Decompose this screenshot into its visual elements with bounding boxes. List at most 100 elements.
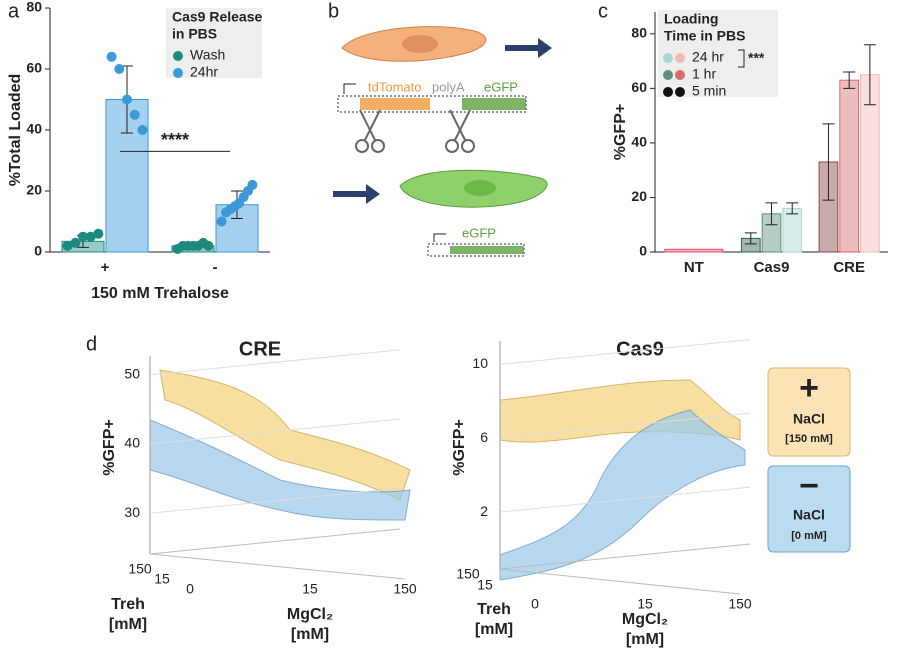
y-axis-label: Treh (477, 601, 511, 618)
legend-box (767, 465, 851, 553)
y-tick-label: 80 (631, 25, 647, 41)
nacl-legend: + NaCl [150 mM] − NaCl [0 mM] (767, 367, 851, 553)
x-tick-label: NT (684, 259, 704, 276)
chart-title: CRE (239, 338, 281, 360)
surface (159, 369, 411, 501)
x-tick-label: 15 (302, 581, 318, 597)
grid-line (499, 486, 751, 513)
z-tick-label: 10 (472, 355, 488, 371)
grid-line (149, 487, 401, 514)
y-axis-label: Treh (111, 596, 145, 613)
x-tick-label: - (213, 259, 218, 276)
surface (149, 419, 411, 521)
chart-title: Cas9 (616, 338, 664, 360)
y-tick-label: 60 (631, 79, 647, 95)
legend-label: 24 hr (692, 49, 724, 65)
y-axis-label: %Total Loaded (7, 74, 24, 187)
y-tick-label: 0 (639, 243, 647, 259)
y-tick-label: 80 (26, 0, 42, 15)
dna-segment (462, 98, 526, 110)
panel-label: c (598, 0, 608, 22)
annotation: **** (161, 130, 189, 150)
y-tick-label: 20 (631, 188, 647, 204)
bar (782, 207, 803, 253)
error-bar (744, 232, 757, 245)
x-tick-label: Cas9 (754, 259, 790, 276)
data-point (78, 231, 88, 242)
floor (499, 543, 751, 595)
diagram: tdTomato polyA eGFP eGFP (333, 26, 552, 257)
z-tick-label: 6 (480, 429, 488, 445)
data-point (203, 240, 214, 251)
legend-label: 1 hr (692, 66, 716, 82)
data-point (129, 109, 140, 120)
x-tick-label: CRE (833, 259, 865, 276)
arrow (505, 38, 552, 58)
nucleus (464, 180, 496, 196)
grid-line (149, 349, 401, 376)
data-point (85, 231, 96, 242)
grid-line (149, 418, 401, 445)
bar (664, 248, 724, 253)
bracket (738, 49, 745, 68)
legend-label: Wash (190, 47, 225, 63)
scissors (355, 109, 475, 153)
construct-label: tdTomato (368, 79, 421, 94)
data-point (122, 94, 132, 105)
construct-label: eGFP (462, 225, 496, 240)
legend-title: Cas9 Release (172, 9, 263, 25)
z-tick-label: 2 (480, 503, 488, 519)
error-bar (786, 202, 799, 215)
y-tick-label: 150 (456, 566, 480, 582)
dna-segment (360, 98, 430, 110)
legend-title: Loading (664, 11, 718, 27)
floor (149, 528, 406, 580)
legend-label: [0 mM] (791, 530, 827, 542)
x-tick-label: 150 (393, 581, 417, 597)
x-tick-label: 0 (186, 581, 194, 597)
x-axis-label: [mM] (291, 626, 329, 643)
y-tick-label: 40 (26, 121, 42, 137)
legend-marker (173, 68, 183, 78)
data-point (106, 51, 117, 62)
legend-label: 5 min (692, 83, 726, 99)
nucleus (402, 35, 438, 53)
y-tick-label: 40 (631, 134, 647, 150)
error-bar (822, 123, 835, 201)
error-bar (863, 44, 876, 106)
legend-title: in PBS (172, 26, 217, 42)
z-axis-label: %GFP+ (451, 419, 468, 475)
data-point (114, 64, 125, 74)
legend-marker (663, 53, 673, 63)
data-point (137, 125, 148, 135)
x-tick-label: 0 (531, 596, 539, 612)
y-tick-label: 0 (34, 243, 42, 259)
x-tick-label: + (101, 259, 110, 276)
legend-marker (173, 51, 183, 61)
x-tick-label: 15 (637, 596, 653, 612)
panel-label: b (328, 0, 339, 22)
legend-sign: − (799, 467, 819, 505)
legend-label: [150 mM] (785, 433, 833, 445)
panel-label: a (8, 0, 20, 22)
y-axis-label: [mM] (475, 621, 513, 638)
legend-marker (675, 87, 685, 97)
data-point (216, 216, 227, 227)
legend-marker (663, 70, 673, 80)
construct-label: eGFP (484, 79, 518, 94)
legend-box (166, 8, 262, 78)
x-axis-label: MgCl₂ (622, 611, 668, 628)
legend-marker (663, 87, 673, 97)
data-point (247, 179, 258, 190)
construct-label: polyA (432, 79, 465, 94)
data-point (70, 237, 81, 248)
x-axis-label: 150 mM Trehalose (91, 285, 229, 302)
x-tick-label: 150 (728, 596, 752, 612)
legend-label: NaCl (793, 411, 825, 427)
y-tick-label: 60 (26, 60, 42, 76)
y-tick-label: 15 (477, 577, 493, 593)
legend-marker (675, 53, 685, 63)
y-axis-label: %GFP+ (612, 104, 629, 160)
y-axis-label: [mM] (109, 616, 147, 633)
